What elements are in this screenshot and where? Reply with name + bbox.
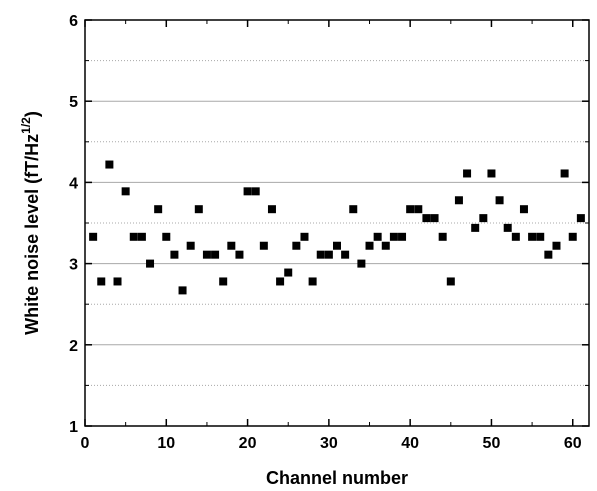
- data-point: [113, 277, 122, 286]
- y-axis-title-superscript: 1/2: [19, 117, 33, 134]
- data-point: [292, 241, 301, 250]
- y-tick-labels: 1 2 3 4 5 6: [69, 13, 78, 436]
- data-points: [89, 160, 585, 295]
- data-point: [519, 205, 528, 214]
- data-point: [219, 277, 228, 286]
- data-point: [365, 241, 374, 250]
- data-point: [349, 205, 358, 214]
- x-tick-label: 30: [320, 435, 338, 452]
- data-point: [324, 250, 333, 259]
- y-tick-label: 2: [69, 338, 78, 355]
- data-point: [316, 250, 325, 259]
- y-tick-label: 3: [69, 257, 78, 274]
- data-point: [308, 277, 317, 286]
- data-point: [146, 259, 155, 268]
- data-point: [398, 232, 407, 241]
- data-point: [552, 241, 561, 250]
- y-tick-label: 6: [69, 13, 78, 30]
- data-point: [511, 232, 520, 241]
- x-tick-label: 10: [157, 435, 175, 452]
- data-point: [300, 232, 309, 241]
- x-tick-label: 50: [483, 435, 501, 452]
- data-point: [186, 241, 195, 250]
- y-axis-title-main: White noise level (fT/Hz: [22, 134, 42, 335]
- data-point: [162, 232, 171, 241]
- y-tick-label: 1: [69, 419, 78, 436]
- data-point: [357, 259, 366, 268]
- x-axis-title: Channel number: [266, 468, 408, 488]
- data-point: [503, 223, 512, 232]
- data-point: [406, 205, 415, 214]
- y-tick-label: 5: [69, 94, 78, 111]
- y-axis-title: White noise level (fT/Hz1/2): [19, 111, 42, 335]
- data-point: [202, 250, 211, 259]
- data-point: [259, 241, 268, 250]
- data-point: [276, 277, 285, 286]
- data-point: [373, 232, 382, 241]
- data-point: [487, 169, 496, 178]
- data-point: [137, 232, 146, 241]
- data-point: [454, 196, 463, 205]
- data-point: [333, 241, 341, 250]
- data-point: [560, 169, 569, 178]
- data-point: [89, 232, 98, 241]
- data-point: [438, 232, 447, 241]
- data-point: [170, 250, 179, 259]
- plot-frame: [84, 19, 590, 427]
- data-point: [528, 232, 537, 241]
- y-axis-title-suffix: ): [22, 111, 42, 117]
- x-tick-labels: 0 10 20 30 40 50 60: [81, 435, 582, 452]
- data-point: [568, 232, 577, 241]
- data-point: [479, 214, 488, 223]
- data-point: [341, 250, 350, 259]
- data-point: [97, 277, 106, 286]
- data-point: [235, 250, 244, 259]
- data-point: [495, 196, 504, 205]
- data-point: [251, 187, 260, 196]
- x-tick-label: 40: [401, 435, 419, 452]
- data-point: [267, 205, 276, 214]
- data-point: [154, 205, 163, 214]
- data-point: [446, 277, 455, 286]
- data-point: [129, 232, 138, 241]
- data-point: [422, 214, 431, 223]
- y-tick-label: 4: [69, 175, 78, 192]
- data-point: [243, 187, 252, 196]
- data-point: [105, 160, 114, 169]
- data-point: [178, 286, 187, 295]
- data-point: [414, 205, 423, 214]
- data-point: [194, 205, 203, 214]
- data-point: [576, 214, 585, 223]
- data-point: [430, 214, 439, 223]
- x-tick-label: 20: [239, 435, 257, 452]
- data-point: [227, 241, 236, 250]
- data-point: [121, 187, 130, 196]
- x-tick-label: 60: [564, 435, 582, 452]
- x-tick-label: 0: [81, 435, 90, 452]
- data-point: [536, 232, 545, 241]
- data-point: [544, 250, 553, 259]
- data-point: [381, 241, 390, 250]
- gridlines: [85, 60, 589, 386]
- data-point: [211, 250, 220, 259]
- data-point: [463, 169, 472, 178]
- data-point: [284, 268, 293, 277]
- data-point: [389, 232, 398, 241]
- data-point: [471, 223, 480, 232]
